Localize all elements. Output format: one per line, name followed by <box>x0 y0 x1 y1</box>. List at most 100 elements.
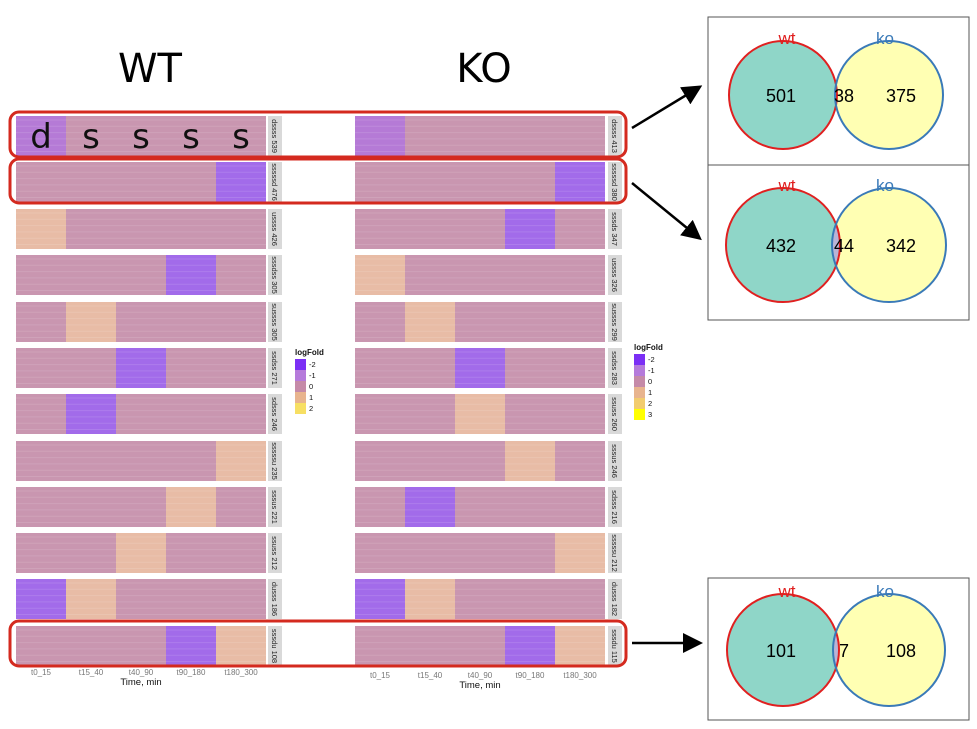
heatmap-cell <box>66 348 116 388</box>
heatmap-cell <box>355 209 405 249</box>
heatmap-cell <box>16 348 66 388</box>
heatmap-cell <box>405 302 455 342</box>
heatmap-cell <box>555 626 605 666</box>
venn-left-label: wt <box>778 582 796 601</box>
heatmap-cell <box>166 209 216 249</box>
legend-label: 0 <box>309 382 313 391</box>
heatmap-cell <box>216 441 266 481</box>
heatmap-cell <box>505 441 555 481</box>
legend-label: 3 <box>648 410 652 419</box>
legend-swatch <box>634 409 645 420</box>
heatmap-cell <box>16 302 66 342</box>
x-tick-label: t180_300 <box>563 671 597 680</box>
heatmap-cell <box>216 302 266 342</box>
heatmap-cell <box>166 302 216 342</box>
facet-strip-label: ussss 426 <box>270 212 279 246</box>
x-tick-label: t90_180 <box>177 668 206 677</box>
heatmap-cell <box>505 394 555 434</box>
legend-label: -1 <box>648 366 655 375</box>
arrow-line <box>631 85 703 130</box>
pattern-letter: d <box>30 117 52 157</box>
heatmap-cell <box>216 394 266 434</box>
wt-panel-title: WT <box>118 46 183 92</box>
heatmap-cell <box>555 116 605 156</box>
x-axis-title: Time, min <box>120 677 161 688</box>
x-tick-label: t40_90 <box>468 671 493 680</box>
heatmap-cell <box>166 162 216 202</box>
heatmap-cell <box>455 626 505 666</box>
heatmap-cell <box>455 441 505 481</box>
heatmap-cell <box>405 209 455 249</box>
facet-strip-label: dusss 186 <box>270 582 279 616</box>
venn-overlap-count: 44 <box>834 236 854 256</box>
heatmap-cell <box>66 626 116 666</box>
heatmap-cell <box>116 394 166 434</box>
facet-strip <box>608 162 622 202</box>
heatmap-cell <box>66 441 116 481</box>
heatmap-cell <box>116 487 166 527</box>
x-axis-title: Time, min <box>459 680 500 691</box>
heatmap-cell <box>166 348 216 388</box>
heatmap-cell <box>355 533 405 573</box>
facet-strip <box>268 626 282 666</box>
facet-strip-label: ssuss 212 <box>270 536 279 570</box>
facet-strip-label: sssssd 476 <box>270 163 279 201</box>
heatmap-cell <box>555 209 605 249</box>
heatmap-cell <box>505 162 555 202</box>
venn-left-fill <box>726 188 840 302</box>
facet-strip <box>268 209 282 249</box>
heatmap-cell <box>505 487 555 527</box>
heatmap-cell <box>355 394 405 434</box>
heatmap-cell <box>555 162 605 202</box>
venn-left-fill <box>729 41 837 149</box>
facet-strip <box>268 487 282 527</box>
legend-swatch <box>634 354 645 365</box>
facet-strip <box>268 302 282 342</box>
facet-strip-label: sssssu 212 <box>610 534 619 572</box>
x-tick-label: t40_90 <box>129 668 154 677</box>
heatmap-cell <box>505 579 555 619</box>
heatmap-cell <box>405 116 455 156</box>
heatmap-cell <box>16 579 66 619</box>
heatmap-cell <box>66 116 116 156</box>
heatmap-cell <box>455 533 505 573</box>
highlight-box <box>8 619 628 668</box>
heatmap-cell <box>66 209 116 249</box>
heatmap-cell <box>455 579 505 619</box>
heatmap-cell <box>16 255 66 295</box>
heatmap-cell <box>16 209 66 249</box>
heatmap-cell <box>216 209 266 249</box>
facet-strip-label: sussss 305 <box>270 303 279 341</box>
venn-overlap-count: 7 <box>839 641 849 661</box>
facet-strip <box>268 348 282 388</box>
heatmap-cell <box>555 302 605 342</box>
heatmap-cell <box>505 209 555 249</box>
legend-title: logFold <box>634 343 663 352</box>
heatmap-cell <box>355 162 405 202</box>
heatmap-cell <box>216 579 266 619</box>
heatmap-cell <box>355 579 405 619</box>
highlight-box <box>8 157 628 205</box>
legend-swatch <box>295 359 306 370</box>
heatmap-cell <box>166 116 216 156</box>
heatmap-cell <box>455 394 505 434</box>
venn-right-outline <box>831 187 947 303</box>
facet-strip <box>608 394 622 434</box>
venn-left-label: wt <box>778 176 796 195</box>
heatmap-cell <box>355 441 405 481</box>
heatmap-cell <box>166 626 216 666</box>
legend-swatch <box>634 376 645 387</box>
facet-strip-label: sussss 299 <box>610 303 619 341</box>
facet-strip-label: sdsss 246 <box>270 397 279 431</box>
legend-swatch <box>295 381 306 392</box>
facet-strip-label: dusss 182 <box>610 582 619 616</box>
heatmap-cell <box>505 255 555 295</box>
facet-strip-label: sssdu 108 <box>270 629 279 663</box>
heatmap-cell <box>355 116 405 156</box>
facet-strip <box>608 441 622 481</box>
facet-strip <box>608 209 622 249</box>
heatmap-cell <box>355 255 405 295</box>
facet-strip <box>608 487 622 527</box>
facet-strip <box>608 348 622 388</box>
heatmap-cell <box>166 579 216 619</box>
